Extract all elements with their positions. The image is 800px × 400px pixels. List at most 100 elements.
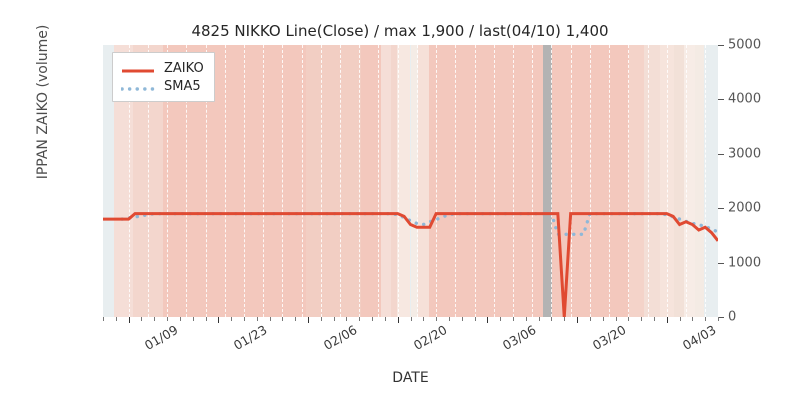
background-band — [410, 45, 418, 317]
gridline-vertical — [263, 45, 265, 317]
y-tick-label: 1000 — [728, 255, 762, 271]
x-tick-label: 02/06 — [320, 322, 360, 354]
gridline-vertical — [666, 45, 668, 317]
x-tick-minor — [384, 317, 386, 321]
gridline-vertical — [243, 45, 245, 317]
x-axis-label: DATE — [392, 370, 429, 386]
y-axis-label: IPPAN ZAIKO (volume) — [35, 24, 51, 180]
x-tick-minor — [461, 317, 463, 321]
gridline-vertical — [397, 45, 399, 317]
gridline-vertical — [205, 45, 207, 317]
background-band — [694, 45, 705, 317]
gridline-vertical — [628, 45, 630, 317]
x-tick-minor — [628, 317, 630, 321]
background-band — [542, 45, 552, 317]
gridline-vertical — [167, 45, 169, 317]
x-tick-label: 04/03 — [679, 322, 719, 354]
x-tick-minor — [525, 317, 527, 321]
x-tick-minor — [320, 317, 322, 321]
background-band — [390, 45, 397, 317]
x-tick-mark — [666, 317, 668, 323]
gridline-vertical — [282, 45, 284, 317]
x-tick-minor — [372, 317, 374, 321]
x-tick-minor — [295, 317, 297, 321]
x-tick-minor — [333, 317, 335, 321]
gridline-vertical — [378, 45, 380, 317]
gridline-vertical — [532, 45, 534, 317]
y-tick-mark — [718, 153, 724, 155]
legend-item-zaiko[interactable]: ZAIKO — [121, 59, 204, 77]
gridline-vertical — [609, 45, 611, 317]
x-tick-minor — [346, 317, 348, 321]
background-band — [428, 45, 543, 317]
x-tick-minor — [500, 317, 502, 321]
x-tick-minor — [141, 317, 143, 321]
gridline-vertical — [589, 45, 591, 317]
x-tick-minor — [448, 317, 450, 321]
series-layer — [103, 211, 718, 317]
background-band — [684, 45, 695, 317]
chart-legend[interactable]: ZAIKO SMA5 — [112, 52, 215, 102]
background-band — [305, 45, 362, 317]
y-tick-mark — [718, 208, 724, 210]
x-tick-minor — [179, 317, 181, 321]
gridline-vertical — [551, 45, 553, 317]
legend-swatch-zaiko — [121, 62, 155, 74]
gridline-vertical — [128, 45, 130, 317]
x-tick-mark — [397, 317, 399, 323]
x-tick-minor — [692, 317, 694, 321]
y-tick-mark — [718, 317, 724, 318]
x-tick-minor — [679, 317, 681, 321]
y-tick-label: 5000 — [728, 37, 762, 53]
gridline-vertical — [474, 45, 476, 317]
background-band — [380, 45, 391, 317]
sma5-series-line — [120, 211, 718, 237]
legend-item-sma5[interactable]: SMA5 — [120, 77, 204, 95]
x-tick-minor — [589, 317, 591, 321]
gridline-vertical — [436, 45, 438, 317]
x-tick-minor — [269, 317, 271, 321]
x-tick-minor — [538, 317, 540, 321]
x-tick-minor — [282, 317, 284, 321]
x-tick-label: 03/06 — [500, 322, 539, 354]
background-band — [659, 45, 674, 317]
x-tick-label: 02/20 — [410, 322, 450, 354]
x-tick-minor — [256, 317, 258, 321]
chart-title: 4825 NIKKO Line(Close) / max 1,900 / las… — [191, 22, 609, 40]
background-band — [704, 45, 718, 317]
y-tick-label: 3000 — [728, 146, 762, 162]
x-tick-mark — [128, 317, 130, 323]
x-tick-minor — [615, 317, 617, 321]
x-tick-minor — [564, 317, 566, 321]
gridline-vertical — [570, 45, 572, 317]
gridline-vertical — [705, 45, 707, 317]
background-band — [114, 45, 133, 317]
x-tick-minor — [410, 317, 412, 321]
x-tick-minor — [243, 317, 245, 321]
y-tick-mark — [718, 45, 724, 46]
background-band — [417, 45, 429, 317]
y-tick-label: 4000 — [728, 91, 762, 107]
gridline-vertical — [455, 45, 457, 317]
gridline-vertical — [340, 45, 342, 317]
x-tick-mark — [218, 317, 220, 323]
x-tick-minor — [718, 317, 719, 321]
gridline-vertical — [320, 45, 322, 317]
y-tick-mark — [718, 99, 724, 101]
x-tick-minor — [167, 317, 169, 321]
x-tick-mark — [487, 317, 489, 323]
x-tick-label: 01/09 — [141, 322, 181, 354]
x-tick-minor — [115, 317, 117, 321]
x-tick-minor — [205, 317, 207, 321]
zaiko-series-line — [103, 212, 718, 317]
x-tick-minor — [154, 317, 156, 321]
legend-label-zaiko: ZAIKO — [164, 60, 204, 76]
x-tick-mark — [308, 317, 309, 323]
x-tick-minor — [103, 317, 104, 321]
legend-label-sma5: SMA5 — [164, 78, 201, 94]
x-tick-minor — [653, 317, 655, 321]
background-band — [103, 45, 115, 317]
gridline-vertical — [224, 45, 226, 317]
background-band — [628, 45, 645, 317]
